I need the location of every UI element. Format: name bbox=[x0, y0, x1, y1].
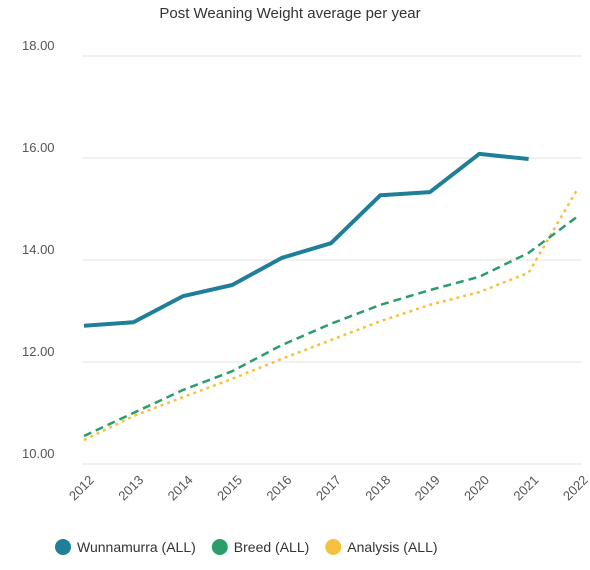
x-tick-label: 2016 bbox=[263, 472, 294, 503]
x-tick-label: 2022 bbox=[560, 472, 590, 503]
legend-label: Analysis (ALL) bbox=[347, 539, 437, 555]
x-tick-label: 2017 bbox=[313, 472, 344, 503]
line-series bbox=[83, 215, 579, 438]
x-tick-label: 2015 bbox=[214, 472, 245, 503]
legend-marker bbox=[55, 539, 71, 555]
x-tick-label: 2020 bbox=[461, 472, 492, 503]
x-tick-label: 2019 bbox=[412, 472, 443, 503]
x-tick-label: 2018 bbox=[362, 472, 393, 503]
x-tick-label: 2014 bbox=[165, 472, 196, 503]
x-tick-label: 2013 bbox=[115, 472, 146, 503]
line-series bbox=[83, 187, 580, 442]
chart-title: Post Weaning Weight average per year bbox=[159, 5, 420, 22]
x-tick-label: 2021 bbox=[510, 472, 541, 503]
line-series bbox=[83, 151, 529, 328]
x-tick-label: 2012 bbox=[66, 472, 97, 503]
y-tick-label: 14.00 bbox=[22, 242, 55, 257]
legend-marker bbox=[211, 539, 228, 555]
y-tick-label: 10.00 bbox=[22, 446, 55, 461]
y-tick-label: 12.00 bbox=[22, 344, 55, 359]
legend-marker bbox=[325, 539, 342, 555]
legend-label: Wunnamurra (ALL) bbox=[77, 539, 196, 555]
legend-label: Breed (ALL) bbox=[234, 539, 309, 555]
y-tick-label: 16.00 bbox=[22, 140, 55, 155]
y-tick-label: 18.00 bbox=[22, 38, 55, 53]
